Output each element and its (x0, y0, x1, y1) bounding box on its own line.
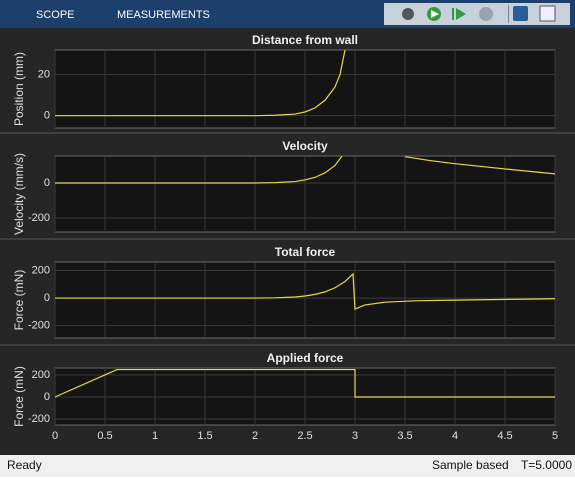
x-tick-label: 5 (552, 430, 558, 442)
settings-button[interactable] (402, 8, 414, 20)
y-tick-label: 0 (44, 292, 50, 304)
y-tick-label: 200 (32, 369, 50, 381)
y-tick-label: -200 (28, 212, 50, 224)
x-tick-label: 0 (52, 430, 58, 442)
step-icon (456, 8, 466, 20)
status-time: T=5.0000 (521, 458, 572, 472)
y-tick-label: -200 (28, 413, 50, 425)
y-tick-label: 0 (44, 391, 50, 403)
y-tick-label: 0 (44, 177, 50, 189)
data-line (55, 272, 555, 310)
chart-title: Total force (275, 245, 336, 259)
stop-button[interactable] (479, 7, 493, 21)
x-tick-label: 1 (152, 430, 158, 442)
x-tick-label: 2.5 (297, 430, 312, 442)
x-tick-label: 2 (252, 430, 258, 442)
chart-title: Distance from wall (252, 33, 358, 47)
y-axis-label: Position (mm) (12, 52, 26, 126)
status-bar (0, 455, 575, 477)
x-tick-label: 4.5 (497, 430, 512, 442)
run-icon (431, 10, 439, 18)
y-axis-label: Force (mN) (12, 366, 26, 427)
step-button[interactable] (452, 8, 454, 20)
tab[interactable]: SCOPE (36, 9, 75, 21)
data-line (55, 368, 555, 398)
y-tick-label: 0 (44, 110, 50, 122)
x-tick-label: 3 (352, 430, 358, 442)
help-button[interactable] (513, 6, 528, 21)
y-tick-label: 20 (38, 69, 50, 81)
data-line (55, 50, 346, 117)
data-line (55, 156, 555, 184)
status-mode: Sample based (432, 458, 509, 472)
undock-button[interactable] (539, 5, 556, 22)
x-tick-label: 1.5 (197, 430, 212, 442)
y-tick-label: -200 (28, 320, 50, 332)
chart-title: Velocity (282, 139, 328, 153)
tab[interactable]: MEASUREMENTS (117, 9, 210, 21)
y-axis-label: Velocity (mm/s) (12, 153, 26, 235)
status-state: Ready (7, 458, 42, 472)
y-tick-label: 200 (32, 264, 50, 276)
y-axis-label: Force (mN) (12, 270, 26, 331)
x-tick-label: 3.5 (397, 430, 412, 442)
x-tick-label: 4 (452, 430, 458, 442)
chart-title: Applied force (267, 351, 344, 365)
separator (508, 5, 509, 23)
x-tick-label: 0.5 (97, 430, 112, 442)
